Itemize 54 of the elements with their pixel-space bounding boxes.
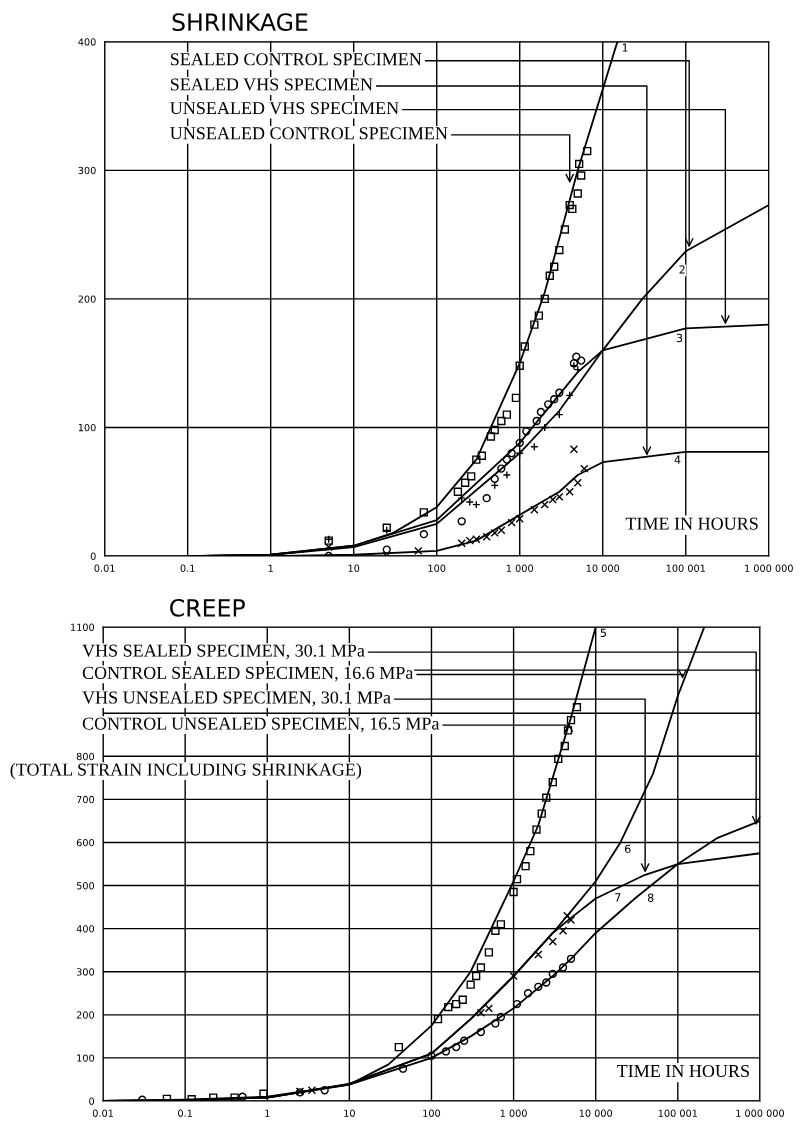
- y-tick-label: 400: [76, 925, 95, 933]
- x-tick-label: 10: [348, 564, 360, 572]
- x-tick-label: 0.1: [180, 564, 195, 572]
- annotation: SEALED VHS SPECIMEN: [170, 78, 373, 91]
- series-label: 4: [674, 455, 681, 464]
- x-tick-label: 1 000 000: [736, 1109, 785, 1117]
- series-label: 1: [622, 43, 628, 52]
- y-tick-label: 300: [78, 166, 96, 175]
- y-tick-label: 200: [76, 1011, 95, 1019]
- series-label: 2: [679, 265, 685, 274]
- annotation: UNSEALED VHS SPECIMEN: [170, 102, 399, 115]
- series-label: 3: [676, 333, 683, 343]
- x-tick-label: 1: [265, 1109, 270, 1117]
- annotation: VHS UNSEALED SPECIMEN, 30.1 MPa: [82, 691, 391, 707]
- series-label: 7: [615, 893, 621, 902]
- y-tick-label: 0: [89, 1097, 95, 1105]
- x-tick-label: 1 000: [500, 1109, 527, 1117]
- x-tick-label: 0.01: [94, 564, 115, 572]
- x-tick-label: 100 001: [666, 564, 705, 572]
- y-tick-label: 800: [76, 752, 95, 761]
- y-tick-label: 500: [76, 882, 95, 890]
- x-tick-label: 10: [344, 1109, 355, 1117]
- x-tick-label: 100: [423, 1109, 441, 1117]
- x-axis-title: TIME IN HOURS: [625, 517, 758, 530]
- annotation: (TOTAL STRAIN INCLUDING SHRINKAGE): [10, 762, 362, 780]
- y-tick-label: 400: [78, 38, 96, 46]
- x-tick-label: 1 000 000: [745, 564, 793, 572]
- annotation: CONTROL SEALED SPECIMEN, 16.6 MPa: [82, 666, 414, 682]
- annotation: VHS SEALED SPECIMEN, 30.1 MPa: [82, 644, 365, 660]
- x-tick-label: 100: [428, 564, 446, 572]
- y-tick-label: 600: [76, 838, 95, 847]
- x-axis-title: TIME IN HOURS: [616, 1064, 749, 1078]
- annotation: UNSEALED CONTROL SPECIMEN: [170, 127, 448, 140]
- series-label: 6: [624, 844, 631, 854]
- annotation: SEALED CONTROL SPECIMEN: [170, 53, 422, 66]
- y-tick-label: 200: [78, 295, 96, 303]
- series-label: 5: [600, 628, 606, 638]
- y-tick-label: 100: [77, 1054, 95, 1062]
- x-tick-label: 1 000: [506, 564, 533, 572]
- chart-title: SHRINKAGE: [172, 13, 308, 32]
- annotation: CONTROL UNSEALED SPECIMEN, 16.5 MPa: [82, 717, 440, 733]
- x-tick-label: 0.01: [92, 1109, 113, 1117]
- y-tick-label: 700: [76, 795, 95, 804]
- series-label: 8: [647, 893, 654, 902]
- y-tick-label: 0: [90, 552, 96, 560]
- y-tick-label: 100: [78, 423, 96, 432]
- y-tick-label: 300: [76, 968, 95, 976]
- chart-title: CREEP: [170, 598, 245, 617]
- x-tick-label: 100 001: [658, 1109, 698, 1117]
- x-tick-label: 0.1: [178, 1109, 192, 1117]
- y-tick-label: 1100: [71, 623, 95, 631]
- x-tick-label: 10 000: [586, 564, 620, 572]
- x-tick-label: 1: [268, 564, 273, 572]
- x-tick-label: 10 000: [579, 1109, 613, 1117]
